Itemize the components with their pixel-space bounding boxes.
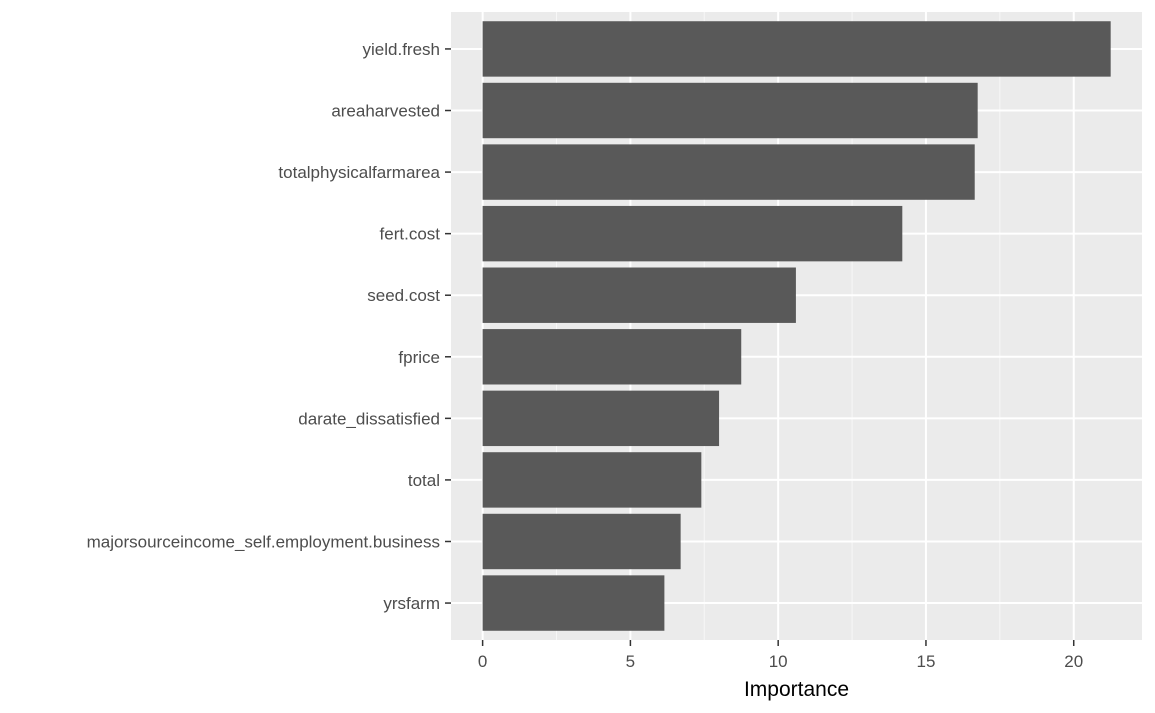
y-axis: yield.fresh areaharvested totalphysicalfar… bbox=[87, 40, 451, 613]
bar bbox=[482, 513, 681, 570]
y-tick-label: darate_dissatisfied bbox=[298, 409, 440, 428]
y-tick-label: areaharvested bbox=[331, 102, 440, 121]
bar bbox=[482, 452, 702, 508]
y-tick-label: fprice bbox=[398, 348, 440, 367]
x-axis-title: Importance bbox=[744, 678, 849, 701]
bar bbox=[482, 329, 742, 385]
y-tick-label: total bbox=[408, 471, 440, 490]
bar bbox=[482, 205, 903, 262]
bar bbox=[482, 575, 665, 631]
y-tick-label: yrsfarm bbox=[383, 594, 440, 613]
x-tick-label: 5 bbox=[626, 652, 635, 671]
y-tick-label: majorsourceincome_self.employment.busine… bbox=[87, 532, 440, 551]
x-axis: 0 5 10 15 20 bbox=[478, 640, 1083, 671]
y-tick-label: fert.cost bbox=[380, 225, 441, 244]
bar bbox=[482, 267, 796, 323]
y-tick-label: yield.fresh bbox=[363, 40, 440, 59]
bar bbox=[482, 82, 978, 139]
bar bbox=[482, 144, 975, 200]
x-tick-label: 10 bbox=[769, 652, 788, 671]
x-tick-label: 15 bbox=[916, 652, 935, 671]
bar bbox=[482, 21, 1111, 77]
x-tick-label: 0 bbox=[478, 652, 487, 671]
x-tick-label: 20 bbox=[1064, 652, 1083, 671]
y-tick-label: totalphysicalfarmarea bbox=[278, 163, 440, 182]
bar bbox=[482, 390, 720, 447]
bars bbox=[482, 21, 1111, 631]
y-tick-label: seed.cost bbox=[367, 286, 440, 305]
